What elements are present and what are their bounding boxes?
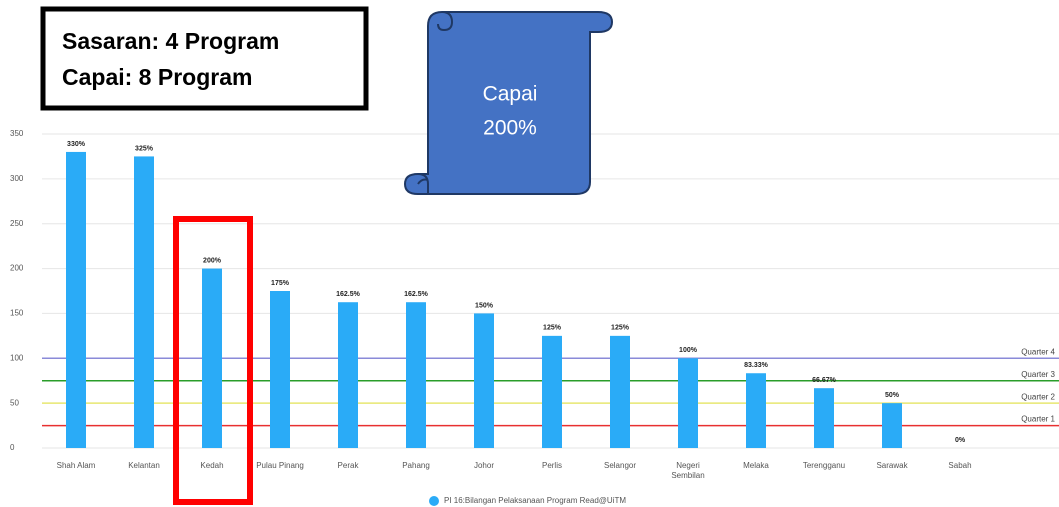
value-label: 162.5% bbox=[404, 291, 429, 298]
bar bbox=[338, 302, 358, 448]
x-tick-label: Melaka bbox=[743, 461, 769, 470]
value-label: 66.67% bbox=[812, 377, 837, 384]
y-tick-label: 100 bbox=[10, 353, 24, 362]
bar bbox=[134, 156, 154, 448]
x-tick-label: Johor bbox=[474, 461, 494, 470]
bar bbox=[678, 358, 698, 448]
bar bbox=[202, 268, 222, 448]
value-label: 150% bbox=[475, 302, 494, 309]
value-label: 330% bbox=[67, 141, 86, 148]
box-line: Capai: 8 Program bbox=[62, 64, 252, 90]
bar bbox=[610, 335, 630, 448]
value-label: 125% bbox=[611, 325, 630, 332]
box-line: Sasaran: 4 Program bbox=[62, 28, 279, 54]
value-label: 100% bbox=[679, 347, 698, 354]
target-box bbox=[40, 6, 369, 111]
scroll-line: 200% bbox=[483, 117, 537, 140]
x-tick-label: Shah Alam bbox=[57, 461, 96, 470]
x-tick-label: Pulau Pinang bbox=[256, 461, 304, 470]
x-tick-label: Negeri Sembilan bbox=[671, 461, 704, 480]
bar bbox=[542, 335, 562, 448]
legend-marker bbox=[429, 496, 439, 506]
bar bbox=[882, 403, 902, 448]
value-label: 162.5% bbox=[336, 291, 361, 298]
bar bbox=[474, 313, 494, 448]
bar bbox=[814, 388, 834, 448]
y-tick-label: 0 bbox=[10, 443, 15, 452]
x-tick-label: Perak bbox=[338, 461, 360, 470]
value-label: 125% bbox=[543, 325, 562, 332]
plot: 0 50 100 150 200 250 300 350 Quarter 4 Quarter 3 Q… bbox=[10, 129, 1059, 506]
value-label: 200% bbox=[203, 257, 222, 264]
scroll-shape bbox=[403, 11, 614, 195]
reference-label: Quarter 1 bbox=[1021, 415, 1055, 424]
x-tick-label: Kedah bbox=[200, 461, 223, 470]
x-tick-label: Sabah bbox=[948, 461, 971, 470]
y-tick-label: 150 bbox=[10, 309, 24, 318]
y-tick-label: 300 bbox=[10, 174, 24, 183]
x-tick-label: Terengganu bbox=[803, 461, 845, 470]
y-tick-label: 50 bbox=[10, 398, 19, 407]
highlight-box bbox=[173, 216, 253, 505]
value-label: 83.33% bbox=[744, 362, 769, 369]
reference-label: Quarter 4 bbox=[1021, 347, 1055, 356]
x-tick-label: Pahang bbox=[402, 461, 430, 470]
legend-label: PI 16:Bilangan Pelaksanaan Program Read@… bbox=[444, 496, 626, 505]
scroll-curl bbox=[417, 173, 429, 194]
bar bbox=[270, 291, 290, 448]
value-label: 0% bbox=[955, 437, 966, 444]
value-label: 50% bbox=[885, 392, 900, 399]
scroll-line: Capai bbox=[483, 83, 538, 106]
y-tick-label: 350 bbox=[10, 129, 24, 138]
value-label: 175% bbox=[271, 280, 290, 287]
bar bbox=[66, 151, 86, 448]
x-tick-label: Perlis bbox=[542, 461, 562, 470]
x-tick-label: Kelantan bbox=[128, 461, 160, 470]
reference-label: Quarter 2 bbox=[1021, 392, 1055, 401]
bar bbox=[406, 302, 426, 448]
value-label: 325% bbox=[135, 145, 154, 152]
x-tick-label: Sarawak bbox=[876, 461, 908, 470]
bar bbox=[746, 373, 766, 448]
reference-label: Quarter 3 bbox=[1021, 370, 1055, 379]
x-tick-label: Selangor bbox=[604, 461, 636, 470]
scroll: Capai 200% bbox=[403, 11, 614, 195]
y-tick-label: 250 bbox=[10, 219, 24, 228]
y-tick-label: 200 bbox=[10, 264, 24, 273]
scroll-curl bbox=[437, 11, 454, 32]
